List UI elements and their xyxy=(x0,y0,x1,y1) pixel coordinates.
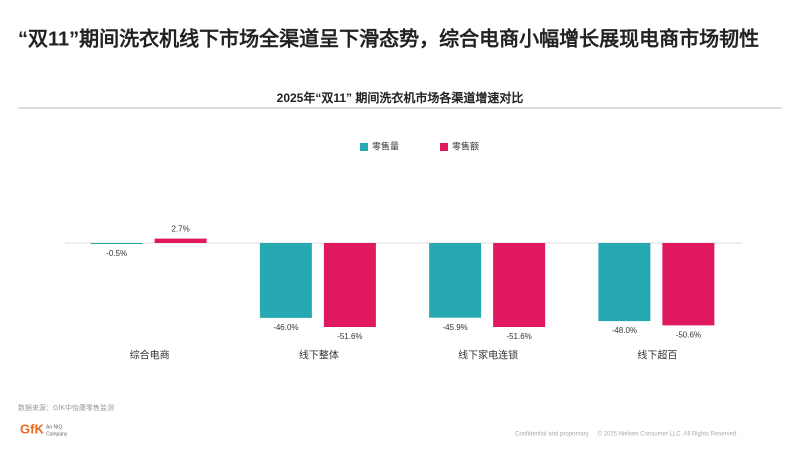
x-tick-label: 线下超百 xyxy=(637,349,677,362)
legend-label: 零售量 xyxy=(372,140,399,151)
bar xyxy=(598,243,651,322)
value-label: -45.9% xyxy=(442,323,467,332)
bar xyxy=(429,243,482,318)
copyright: © 2025 Nielsen Consumer LLC. All Rights … xyxy=(598,431,739,438)
headline: “双11”期间洗衣机线下市场全渠道呈下滑态势，综合电商小幅增长展现电商市场韧性 xyxy=(18,26,759,50)
value-label: -0.5% xyxy=(106,249,127,258)
logo: GfK xyxy=(20,421,44,436)
bar xyxy=(90,243,143,244)
chart-title: 2025年“双11” 期间洗衣机市场各渠道增速对比 xyxy=(277,90,524,105)
x-tick-label: 线下家电连锁 xyxy=(458,349,518,362)
value-label: -50.6% xyxy=(676,330,701,339)
source: 数据来源：GfK中怡康零售监测 xyxy=(18,403,114,412)
bar xyxy=(493,243,546,327)
logo-sub: Company xyxy=(46,431,68,437)
legend-label: 零售额 xyxy=(452,140,479,151)
bar xyxy=(323,243,376,327)
confidential: Confidential and proprietary xyxy=(515,432,589,438)
logo-sub: An NIQ xyxy=(46,424,63,430)
x-tick-label: 综合电商 xyxy=(130,349,170,362)
value-label: -51.6% xyxy=(337,332,362,341)
legend-swatch xyxy=(360,143,368,151)
value-label: 2.7% xyxy=(172,225,190,234)
legend-swatch xyxy=(440,143,448,151)
value-label: -48.0% xyxy=(612,326,637,335)
bar xyxy=(662,243,715,326)
x-tick-label: 线下整体 xyxy=(299,349,339,362)
bar xyxy=(259,243,312,318)
bar xyxy=(154,238,207,243)
value-label: -51.6% xyxy=(506,332,531,341)
value-label: -46.0% xyxy=(273,323,298,332)
